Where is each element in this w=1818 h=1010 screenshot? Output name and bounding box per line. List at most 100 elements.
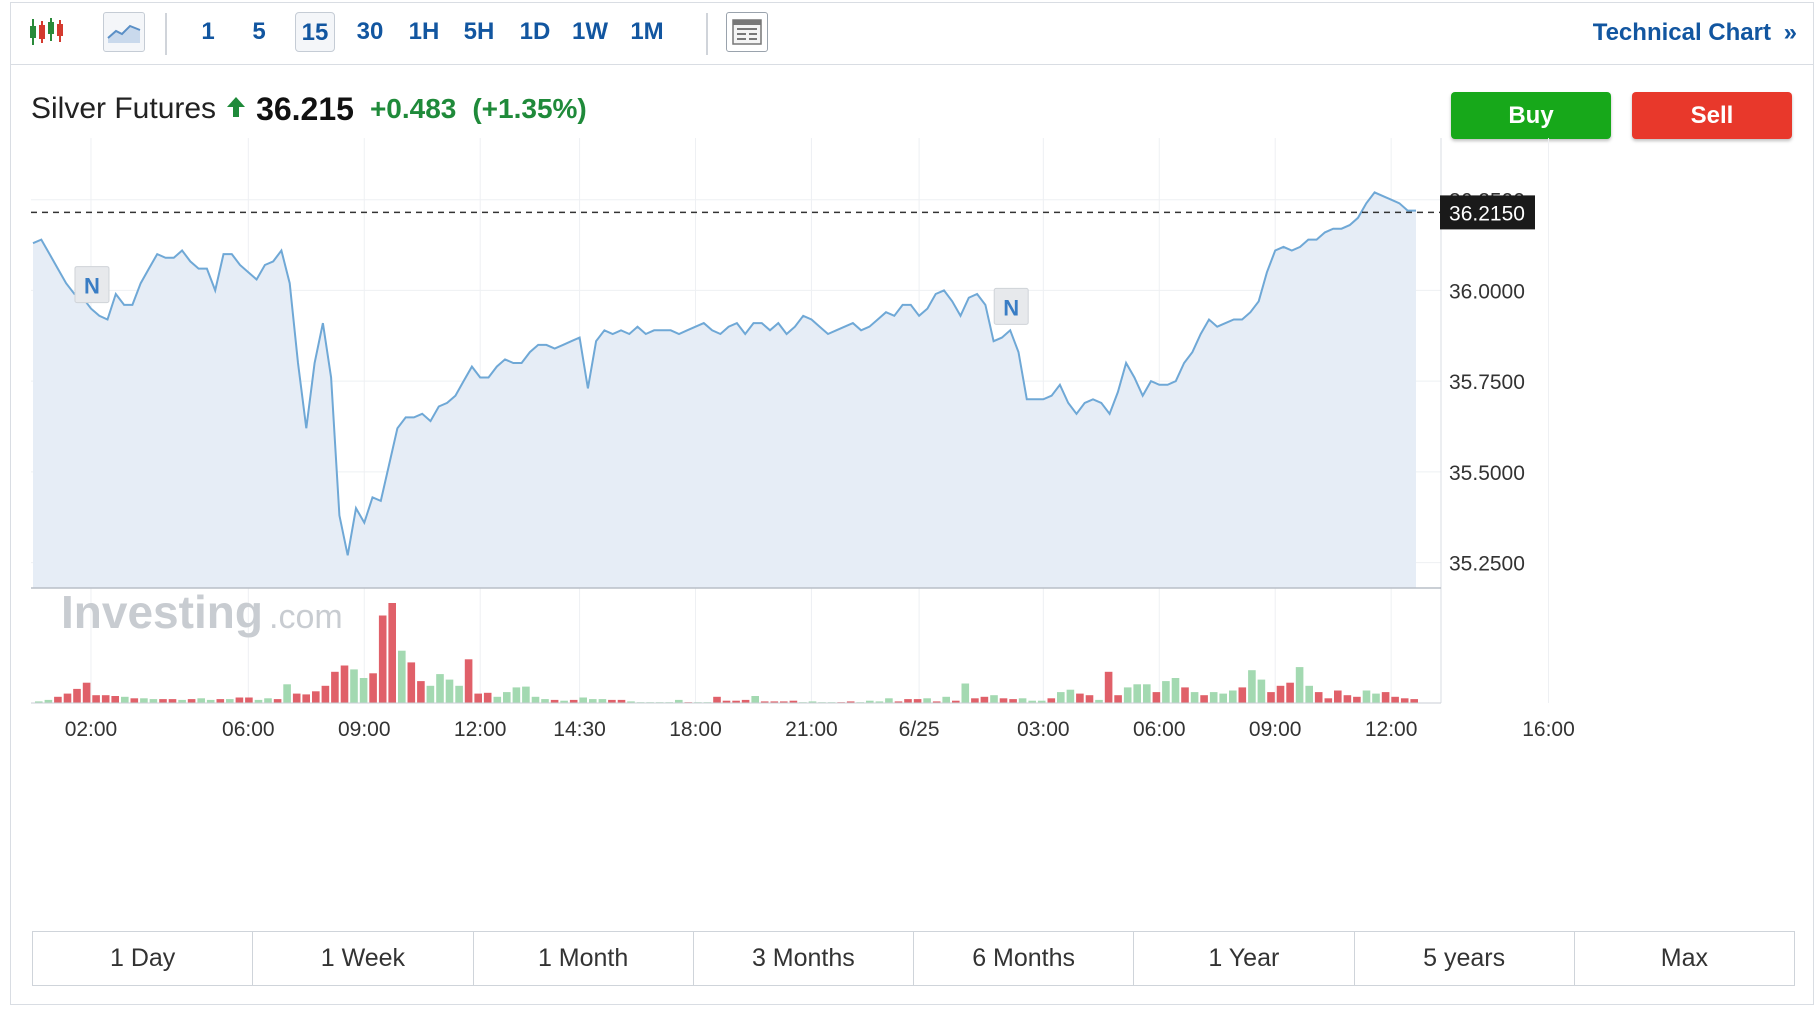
timeframe-1w[interactable]: 1W (572, 18, 608, 45)
instrument-name: Silver Futures (31, 92, 217, 125)
volume-bar (455, 685, 463, 703)
volume-bar (522, 686, 530, 703)
range-1-week[interactable]: 1 Week (253, 932, 474, 985)
buy-button[interactable]: Buy (1451, 92, 1611, 139)
volume-bar (1343, 695, 1352, 703)
x-tick-label: 12:00 (454, 718, 507, 741)
volume-bar (770, 701, 779, 703)
volume-bar (197, 698, 205, 703)
timeframe-1h[interactable]: 1H (408, 18, 440, 45)
volume-bar (483, 692, 492, 703)
volume-bar (608, 699, 616, 703)
volume-bar (732, 700, 740, 703)
volume-bar (292, 693, 301, 703)
technical-chart-link[interactable]: Technical Chart » (1593, 19, 1797, 47)
volume-bar (1248, 670, 1256, 703)
timeframe-30[interactable]: 30 (356, 18, 384, 45)
volume-bar (63, 693, 72, 703)
range-3-months[interactable]: 3 Months (693, 932, 914, 985)
x-tick-label: 12:00 (1365, 718, 1418, 741)
volume-bar (1085, 695, 1094, 703)
timeframe-1d[interactable]: 1D (519, 18, 551, 45)
last-price: 36.215 (256, 90, 354, 127)
price-chart[interactable]: Investing .com 36.250036.000035.750035.5… (11, 3, 1811, 903)
chart-toolbar: 1 5 15 30 1H 5H 1D 1W 1M Technical Chart… (11, 3, 1813, 65)
candlestick-chart-icon[interactable] (21, 12, 71, 52)
volume-bar (111, 696, 119, 703)
volume-bar (426, 685, 435, 703)
volume-bar (1133, 684, 1141, 704)
volume-bar (92, 695, 100, 703)
price-area-fill (33, 192, 1416, 588)
x-tick-label: 21:00 (785, 718, 838, 741)
volume-bar (1257, 679, 1266, 703)
volume-bar (235, 697, 244, 703)
volume-bar (1114, 695, 1122, 703)
double-chevron-right-icon: » (1783, 19, 1797, 46)
volume-bar (512, 687, 521, 703)
table-layout-icon[interactable] (726, 12, 768, 52)
volume-bar (617, 699, 626, 703)
volume-bar (54, 696, 62, 704)
news-marker[interactable]: N (74, 266, 110, 304)
x-tick-label: 16:00 (1522, 718, 1575, 741)
volume-bar (159, 699, 167, 703)
volume-bar (942, 696, 950, 704)
range-1-day[interactable]: 1 Day (33, 932, 254, 985)
timeframe-1[interactable]: 1 (201, 18, 215, 45)
volume-bar (1047, 698, 1056, 703)
volume-bar (44, 699, 53, 703)
volume-bar (1200, 695, 1208, 703)
volume-bar (340, 665, 349, 703)
timeframe-5h[interactable]: 5H (463, 18, 495, 45)
volume-bar (1238, 687, 1247, 703)
volume-bar (283, 684, 291, 704)
x-tick-label: 06:00 (1133, 718, 1186, 741)
area-chart-icon[interactable] (103, 12, 145, 52)
range-6-months[interactable]: 6 Months (914, 932, 1135, 985)
volume-bar (1066, 689, 1075, 703)
volume-bar (417, 681, 425, 703)
timeframe-1m[interactable]: 1M (630, 18, 664, 45)
volume-bar (923, 698, 931, 703)
volume-bar (1400, 698, 1409, 703)
volume-bar (254, 699, 263, 703)
news-marker[interactable]: N (993, 287, 1029, 325)
volume-bar (541, 699, 549, 703)
volume-bar (35, 701, 43, 703)
timeframe-15[interactable]: 15 (295, 12, 335, 52)
watermark-brand: Investing (61, 586, 263, 638)
volume-bar (474, 693, 482, 703)
range-1-month[interactable]: 1 Month (473, 932, 694, 985)
volume-bar (961, 683, 970, 703)
x-tick-label: 14:30 (553, 718, 606, 741)
volume-bar (1152, 692, 1161, 703)
volume-bar (369, 673, 377, 703)
volume-bar (885, 698, 893, 703)
volume-bar (952, 700, 960, 703)
volume-bar (1018, 698, 1027, 703)
range-5-years[interactable]: 5 years (1354, 932, 1575, 985)
volume-bar (1057, 692, 1065, 703)
volume-bar (1372, 693, 1380, 703)
news-marker-label: N (84, 274, 100, 299)
volume-bar (273, 699, 282, 703)
volume-bar (1095, 699, 1103, 703)
volume-bar (178, 699, 186, 703)
range-1-year[interactable]: 1 Year (1134, 932, 1355, 985)
volume-bar (990, 695, 998, 703)
timeframe-5[interactable]: 5 (252, 18, 266, 45)
volume-bar (187, 699, 196, 703)
volume-bar (359, 678, 368, 703)
volume-bar (350, 669, 358, 703)
volume-bar (1219, 693, 1227, 703)
range-max[interactable]: Max (1574, 932, 1794, 985)
volume-bar (1276, 685, 1285, 703)
sell-button[interactable]: Sell (1632, 92, 1792, 139)
current-price-label: 36.2150 (1449, 202, 1525, 225)
volume-bar (321, 685, 330, 703)
volume-bar (579, 697, 587, 703)
volume-bar (130, 698, 139, 703)
volume-bar (1123, 687, 1132, 703)
volume-bar (894, 701, 903, 703)
